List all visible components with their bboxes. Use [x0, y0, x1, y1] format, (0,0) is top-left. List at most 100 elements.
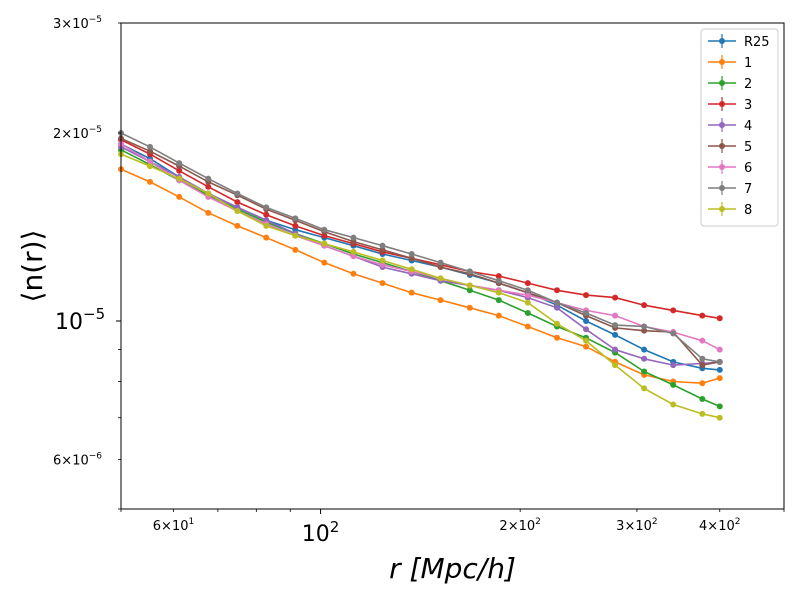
ticks-layer: 102 6×101 2×102 3×102 4×102 10−5 6×10−6 2×10−5 3… [53, 15, 785, 547]
y-axis-label: ⟨n(r)⟩ [16, 230, 49, 303]
data-point [205, 190, 212, 197]
data-point [699, 337, 706, 344]
legend-label: 7 [744, 182, 752, 197]
series-line-6 [120, 143, 721, 351]
legend-swatch-marker [719, 80, 725, 86]
legend-swatch-marker [719, 59, 725, 65]
x-minor-tick-label: 3×102 [616, 517, 657, 534]
data-point [699, 362, 706, 369]
data-point [205, 175, 212, 182]
legend-swatch-marker [719, 143, 725, 149]
data-point [495, 289, 502, 296]
legend-swatch-marker [719, 185, 725, 191]
series-layer [118, 129, 723, 421]
data-point [437, 297, 444, 304]
legend-label: 6 [744, 161, 752, 176]
series-line-1 [120, 168, 720, 385]
data-point [612, 322, 619, 329]
data-point [554, 299, 561, 306]
data-point [466, 268, 473, 275]
data-point [670, 330, 677, 337]
data-point [524, 292, 531, 299]
data-point [263, 204, 270, 211]
legend-entry-8: 8 [708, 202, 752, 218]
data-point [263, 211, 270, 218]
data-point [147, 148, 154, 155]
data-point [612, 331, 619, 338]
data-point [524, 299, 531, 306]
data-point [350, 270, 357, 277]
data-point [147, 143, 154, 150]
series-line-7 [120, 132, 720, 363]
data-point [641, 327, 648, 334]
data-point [716, 375, 723, 382]
data-point [176, 167, 183, 174]
data-point [234, 199, 241, 206]
legend-label: 1 [744, 56, 752, 71]
data-point [612, 346, 619, 353]
series-line-4 [120, 146, 720, 366]
x-minor-tick-label: 2×102 [499, 517, 540, 534]
legend-swatch-marker [719, 164, 725, 170]
data-point [699, 380, 706, 387]
data-point [234, 190, 241, 197]
data-point [495, 312, 502, 319]
data-point [408, 255, 415, 262]
data-point [716, 414, 723, 421]
legend-entry-7: 7 [708, 181, 752, 197]
data-point [147, 163, 154, 170]
data-point [716, 315, 723, 322]
data-point [641, 323, 648, 330]
data-point [524, 309, 531, 316]
x-tick-label: 102 [302, 518, 340, 547]
data-point [670, 362, 677, 369]
data-point [583, 326, 590, 333]
data-point [350, 248, 357, 255]
data-point [408, 251, 415, 258]
legend-swatch-marker [719, 101, 725, 107]
series-line-8 [120, 153, 720, 419]
data-point [234, 208, 241, 215]
legend-label: R25 [744, 35, 770, 50]
data-point [437, 259, 444, 266]
data-point [292, 222, 299, 229]
data-point [716, 403, 723, 410]
legend: R25 1 2 3 4 5 6 7 8 [700, 28, 779, 227]
data-point [495, 273, 502, 280]
data-point [321, 259, 328, 266]
data-point [583, 337, 590, 344]
data-point [699, 396, 706, 403]
x-minor-tick-label: 6×101 [153, 517, 194, 534]
data-point [379, 246, 386, 253]
data-point [641, 368, 648, 375]
data-point [641, 355, 648, 362]
data-point [321, 226, 328, 233]
data-point [583, 292, 590, 299]
data-point [612, 312, 619, 319]
legend-entry-4: 4 [708, 118, 752, 134]
legend-swatch-marker [719, 206, 725, 212]
data-point [466, 287, 473, 294]
data-point [583, 317, 590, 324]
data-point [176, 160, 183, 167]
data-point [554, 320, 561, 327]
y-minor-tick-label: 6×10−6 [53, 452, 102, 469]
data-point [379, 280, 386, 287]
data-point [147, 158, 154, 165]
data-point [292, 215, 299, 222]
axis-labels: r [Mpc/h] ⟨n(r)⟩ [16, 230, 516, 585]
legend-label: 2 [744, 77, 752, 92]
data-point [716, 358, 723, 365]
plot-frame [120, 22, 785, 510]
data-point [641, 385, 648, 392]
legend-entry-1: 1 [708, 55, 752, 71]
data-point [670, 381, 677, 388]
data-point [554, 287, 561, 294]
data-point [699, 410, 706, 417]
data-point [466, 304, 473, 311]
series-line-5 [120, 137, 720, 366]
data-point [321, 240, 328, 247]
data-point [583, 309, 590, 316]
legend-label: 3 [744, 98, 752, 113]
x-axis-label: r [Mpc/h] [389, 552, 516, 585]
